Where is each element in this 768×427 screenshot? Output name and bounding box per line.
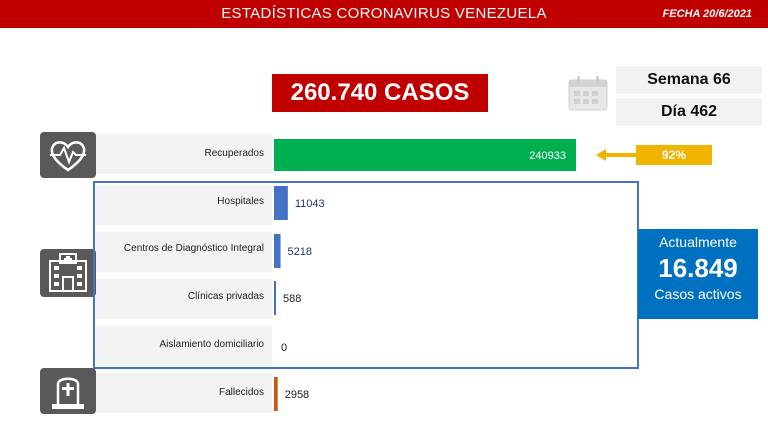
hospital-icon — [40, 249, 96, 297]
day-counter: Día 462 — [616, 98, 762, 126]
active-cases-label-top: Actualmente — [659, 234, 737, 250]
category-label-recuperados: Recuperados — [204, 148, 264, 159]
heart-pulse-icon — [40, 132, 96, 178]
page-title: ESTADÍSTICAS CORONAVIRUS VENEZUELA — [221, 5, 547, 22]
row-bg-recuperados — [96, 134, 272, 174]
recovered-percentage-callout: 92% — [596, 144, 714, 166]
category-label-clinicas: Clínicas privadas — [187, 291, 264, 302]
week-counter: Semana 66 — [616, 66, 762, 94]
active-cases-value: 16.849 — [658, 253, 738, 283]
active-cases-label-bottom: Casos activos — [654, 286, 742, 302]
active-cases-box: Actualmente 16.849 Casos activos — [638, 229, 758, 319]
row-bg-clinicas — [96, 279, 272, 319]
category-label-fallecidos: Fallecidos — [218, 387, 264, 398]
report-date: FECHA 20/6/2021 — [662, 8, 752, 20]
category-label-aislamiento: Aislamiento domiciliario — [159, 339, 264, 350]
calendar-icon — [566, 74, 610, 112]
category-label-cdi: Centros de Diagnóstico Integral — [123, 243, 264, 254]
row-bg-aislamiento — [96, 326, 272, 366]
row-bg-fallecidos — [96, 373, 272, 413]
row-bg-hospitales — [96, 185, 272, 225]
value-label-hospitales: 11043 — [295, 198, 325, 210]
bar-cl-nicas-privadas — [274, 281, 276, 315]
bar-centros-de-diagn-stico-integral — [274, 234, 281, 268]
bar-fallecidos — [274, 377, 278, 411]
category-label-hospitales: Hospitales — [217, 196, 264, 207]
bar-hospitales — [274, 186, 288, 220]
hospitalization-group-frame — [93, 181, 639, 369]
value-label-fallecidos: 2958 — [285, 389, 309, 401]
value-label-cl-nicas-privadas: 588 — [283, 293, 301, 305]
row-bg-cdi — [96, 232, 272, 272]
recovered-percentage: 92% — [662, 148, 686, 162]
total-cases-badge: 260.740 CASOS — [272, 74, 488, 112]
value-label-recuperados: 240933 — [529, 150, 566, 162]
value-label-centros-de-diagn-stico-integral: 5218 — [288, 246, 312, 258]
header-bar: ESTADÍSTICAS CORONAVIRUS VENEZUELA FECHA… — [0, 0, 768, 28]
value-label-aislamiento-domiciliario: 0 — [281, 342, 287, 354]
tombstone-icon — [40, 368, 96, 414]
bar-recuperados — [274, 139, 576, 171]
